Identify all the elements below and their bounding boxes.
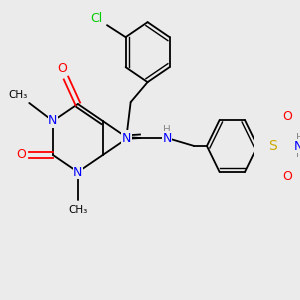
- Text: N: N: [294, 140, 300, 152]
- Text: H: H: [163, 125, 171, 135]
- Text: Cl: Cl: [91, 12, 103, 25]
- Text: O: O: [57, 61, 67, 74]
- Text: O: O: [282, 110, 292, 122]
- Text: N: N: [163, 131, 172, 145]
- Text: N: N: [122, 132, 131, 145]
- Text: H: H: [296, 133, 300, 143]
- Text: O: O: [282, 169, 292, 182]
- Text: N: N: [73, 166, 83, 178]
- Text: O: O: [17, 148, 27, 161]
- Text: CH₃: CH₃: [9, 90, 28, 100]
- Text: N: N: [48, 115, 58, 128]
- Text: H: H: [296, 149, 300, 159]
- Text: CH₃: CH₃: [68, 205, 88, 215]
- Text: S: S: [268, 139, 277, 153]
- Text: N: N: [122, 131, 131, 144]
